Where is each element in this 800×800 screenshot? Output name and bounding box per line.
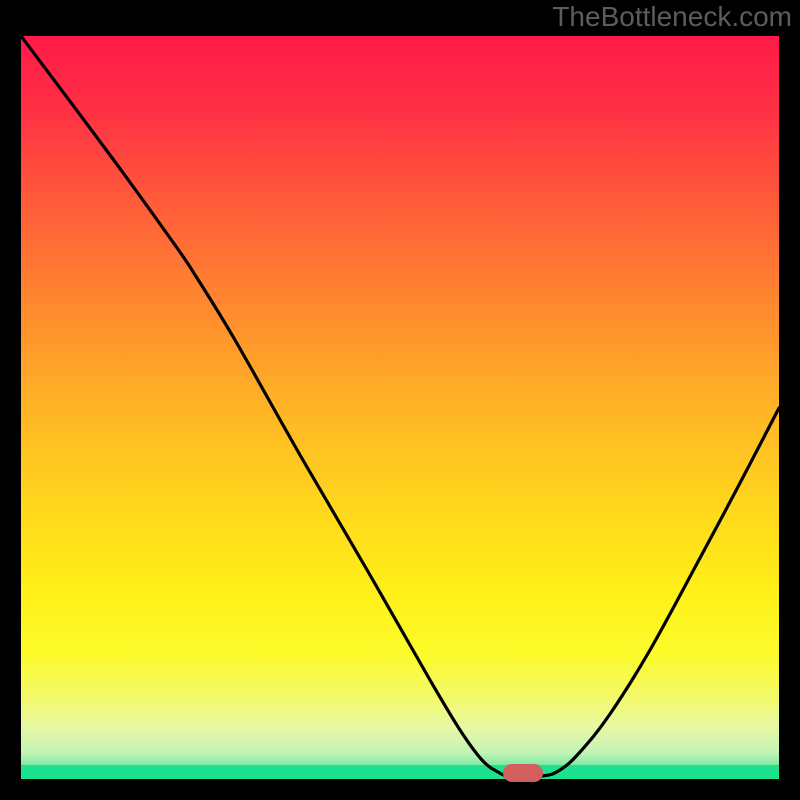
chart-root: TheBottleneck.com — [0, 0, 800, 800]
watermark-text: TheBottleneck.com — [552, 1, 792, 32]
green-band — [21, 765, 779, 779]
chart-svg: TheBottleneck.com — [0, 0, 800, 800]
optimum-marker — [503, 764, 543, 782]
plot-area — [21, 36, 779, 779]
